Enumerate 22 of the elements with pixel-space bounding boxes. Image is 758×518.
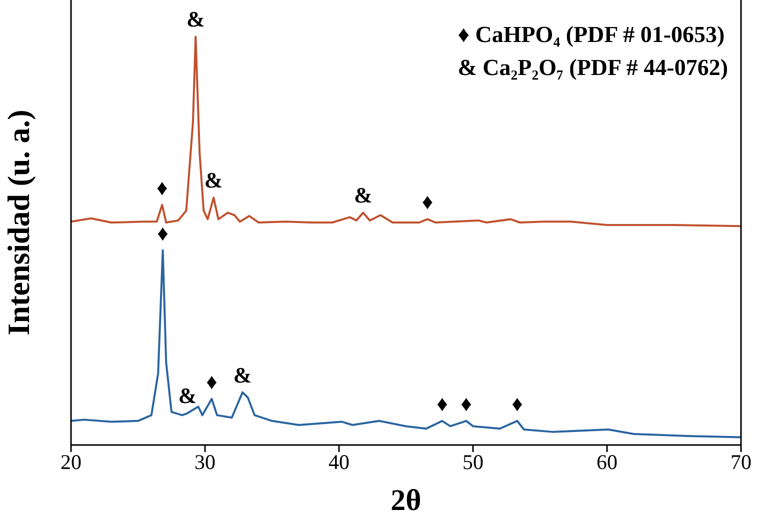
x-tick-label: 70 [730,450,752,474]
annotation: ♦ [460,390,472,416]
annotation: ♦ CaHPO₄ (PDF # 01-0653) [458,21,726,49]
x-tick-label: 20 [60,450,82,474]
annotation: & [186,6,205,32]
annotation: ♦ [206,368,218,394]
annotation: & [354,182,372,208]
annotation: ♦ [512,390,523,416]
annotation: & [178,383,197,408]
x-tick-label: 30 [194,450,216,474]
x-axis-title: 2θ [390,484,422,517]
x-tick-label: 40 [328,450,350,474]
annotation: ♦ [156,174,168,200]
x-tick-label: 60 [596,450,618,474]
y-axis-title: Intensidad (u. a.) [1,110,36,336]
annotation: ♦ [422,189,434,214]
annotation: & [204,168,223,193]
x-tick-label: 50 [462,450,484,474]
annotation: & [233,362,252,388]
annotation: ♦ [436,390,448,416]
annotation: & Ca₂P₂O₇ (PDF # 44-0762) [458,54,728,82]
annotation: ♦ [157,220,168,246]
